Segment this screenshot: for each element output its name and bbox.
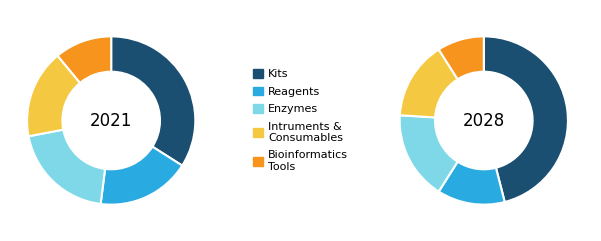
Wedge shape bbox=[111, 36, 195, 166]
Circle shape bbox=[63, 72, 160, 169]
Text: 2028: 2028 bbox=[463, 112, 505, 129]
Wedge shape bbox=[400, 49, 457, 117]
Circle shape bbox=[435, 72, 532, 169]
Wedge shape bbox=[484, 36, 568, 202]
Wedge shape bbox=[27, 56, 80, 136]
Wedge shape bbox=[439, 36, 484, 79]
Wedge shape bbox=[439, 162, 505, 205]
Wedge shape bbox=[58, 36, 111, 83]
Text: 2021: 2021 bbox=[90, 112, 132, 129]
Wedge shape bbox=[100, 147, 182, 205]
Wedge shape bbox=[400, 115, 457, 192]
Legend: Kits, Reagents, Enzymes, Intruments &
Consumables, Bioinformatics
Tools: Kits, Reagents, Enzymes, Intruments & Co… bbox=[253, 69, 348, 172]
Wedge shape bbox=[28, 130, 105, 204]
